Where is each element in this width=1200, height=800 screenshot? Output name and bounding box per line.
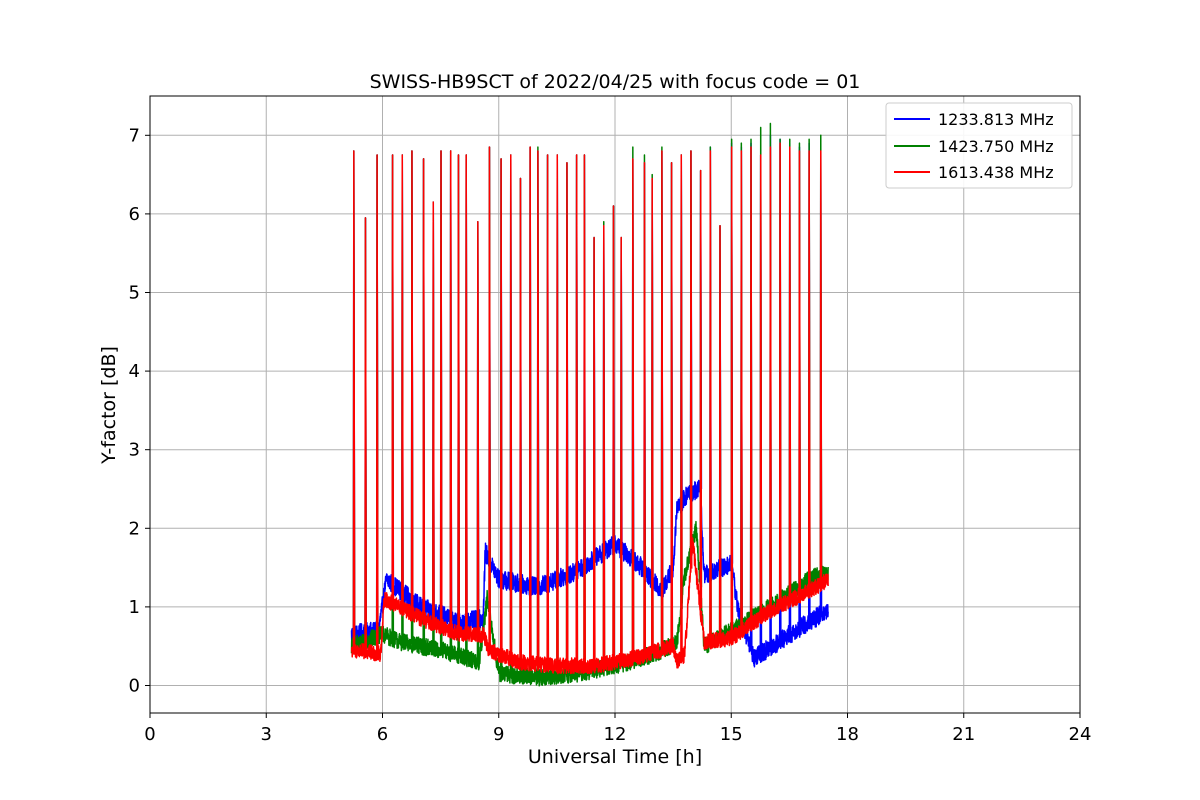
legend-label-1613: 1613.438 MHz (938, 163, 1054, 182)
y-tick-label: 7 (129, 125, 140, 146)
x-tick-label: 3 (261, 724, 272, 745)
legend-label-1423: 1423.750 MHz (938, 137, 1054, 156)
legend: 1233.813 MHz 1423.750 MHz 1613.438 MHz (885, 102, 1073, 189)
x-tick-label: 6 (377, 724, 388, 745)
x-tick-label: 9 (493, 724, 504, 745)
series-layer (350, 122, 829, 687)
legend-label-1233: 1233.813 MHz (938, 110, 1054, 129)
y-axis-label: Y-factor [dB] (98, 346, 120, 465)
legend-box (885, 102, 1073, 189)
y-tick-label: 1 (129, 597, 140, 618)
x-tick-label: 21 (952, 724, 975, 745)
y-tick-label: 3 (129, 440, 140, 461)
x-tick-label: 0 (144, 724, 155, 745)
x-tick-label: 18 (836, 724, 859, 745)
y-tick-label: 4 (129, 361, 140, 382)
x-tick-label: 15 (720, 724, 743, 745)
y-tick-label: 6 (129, 204, 140, 225)
x-tick-label: 24 (1069, 724, 1092, 745)
x-axis-label: Universal Time [h] (528, 746, 702, 768)
x-tick-label: 12 (604, 724, 627, 745)
y-tick-label: 5 (129, 282, 140, 303)
series-line-1613 (350, 142, 829, 675)
y-tick-label: 0 (129, 675, 140, 696)
chart-title: SWISS-HB9SCT of 2022/04/25 with focus co… (370, 71, 861, 93)
y-tick-label: 2 (129, 518, 140, 539)
